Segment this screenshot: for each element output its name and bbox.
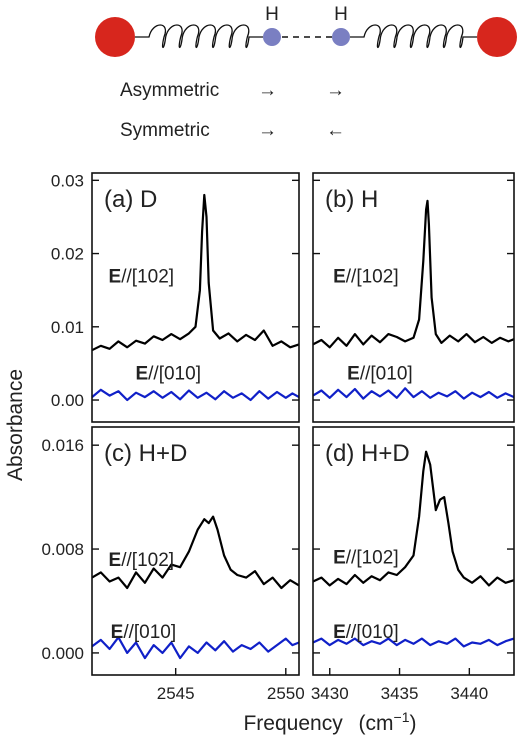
panel-c-series-e102-line bbox=[91, 515, 300, 590]
panel-a-series-e010-line bbox=[91, 388, 300, 402]
h-atom-label-right: H bbox=[334, 4, 348, 25]
x-axis-title: Frequency (cm−1) bbox=[243, 709, 416, 735]
panel-b-label-e010: E//[010] bbox=[347, 364, 413, 385]
spring-left bbox=[135, 24, 263, 49]
panel-d-series-e102-line bbox=[312, 450, 515, 587]
panel-c-label-e102: E//[102] bbox=[109, 550, 175, 571]
panel-c-ytick-label: 0.008 bbox=[41, 540, 84, 559]
panel-c-label-e010: E//[010] bbox=[111, 622, 177, 643]
vibration-schematic: H H Asymmetric → → Symmetric → ← bbox=[95, 4, 517, 141]
x-axis-title-name: Frequency bbox=[243, 712, 343, 735]
end-atom-left bbox=[95, 17, 135, 57]
y-axis-title: Absorbance bbox=[4, 369, 27, 481]
h-atom-left bbox=[263, 28, 281, 46]
panel-c-xtick-label: 2550 bbox=[267, 684, 305, 703]
symmetric-mode-label: Symmetric bbox=[120, 120, 210, 141]
panel-c-ytick-label: 0.000 bbox=[41, 644, 84, 663]
panel-c-ytick-label: 0.016 bbox=[41, 436, 84, 455]
spectra-panels: 0.000.010.020.03(a) DE//[102]E//[010](b)… bbox=[41, 171, 515, 703]
x-axis-title-exponent: −1 bbox=[394, 709, 410, 725]
symmetric-arrow-left: → bbox=[258, 120, 277, 141]
panel-a-label: (a) D bbox=[104, 186, 157, 213]
end-atom-right bbox=[477, 17, 517, 57]
panel-c-label: (c) H+D bbox=[104, 440, 187, 467]
panel-a-frame bbox=[91, 172, 300, 423]
panel-a-series-e102-line bbox=[91, 193, 300, 352]
panel-a-ytick-label: 0.02 bbox=[51, 245, 84, 264]
symmetric-arrow-right: ← bbox=[326, 120, 345, 141]
panel-d-xtick-label: 3435 bbox=[381, 684, 419, 703]
panel-b-label-e102: E//[102] bbox=[333, 267, 399, 288]
h-atom-right bbox=[332, 28, 350, 46]
panel-c-frame bbox=[91, 426, 300, 676]
panel-d-xtick-label: 3430 bbox=[311, 684, 349, 703]
panel-a-ytick-label: 0.03 bbox=[51, 171, 84, 190]
panel-d-frame bbox=[312, 426, 515, 676]
panel-c-series-e010-line bbox=[91, 636, 300, 660]
panel-d-label-e102: E//[102] bbox=[333, 547, 399, 568]
panel-c-xtick-label: 2545 bbox=[157, 684, 195, 703]
panel-a-label-e102: E//[102] bbox=[109, 267, 175, 288]
panel-b-series-e102-line bbox=[312, 199, 515, 349]
x-axis-title-unit: (cm bbox=[359, 712, 394, 735]
spring-right bbox=[350, 24, 477, 49]
asymmetric-arrow-left: → bbox=[258, 80, 277, 101]
panel-a-label-e010: E//[010] bbox=[135, 364, 201, 385]
panel-a-ytick-label: 0.00 bbox=[51, 391, 84, 410]
panel-b: (b) H E//[102] E//[010] bbox=[312, 172, 515, 423]
panel-c: 0.000 0.008 0.016 2545 2550 (c) H+D E//[102] E/… bbox=[41, 426, 305, 703]
panel-d-xtick-label: 3440 bbox=[450, 684, 488, 703]
panel-a: 0.00 0.01 0.02 0.03 (a) D E//[102] E//[010] bbox=[51, 171, 300, 423]
panel-b-label: (b) H bbox=[325, 186, 378, 213]
panel-a-ytick-label: 0.01 bbox=[51, 318, 84, 337]
panel-d-series-e010-line bbox=[312, 637, 515, 648]
panel-b-series-e010-line bbox=[312, 387, 515, 400]
panel-b-frame bbox=[312, 172, 515, 423]
panel-d-label-e010: E//[010] bbox=[333, 622, 399, 643]
asymmetric-mode-label: Asymmetric bbox=[120, 80, 219, 101]
h-atom-label-left: H bbox=[265, 4, 279, 25]
x-axis-title-close: ) bbox=[410, 712, 417, 735]
asymmetric-arrow-right: → bbox=[326, 80, 345, 101]
panel-d: 3430 3435 3440 (d) H+D E//[102] E//[010] bbox=[311, 426, 515, 703]
panel-d-label: (d) H+D bbox=[325, 440, 410, 467]
